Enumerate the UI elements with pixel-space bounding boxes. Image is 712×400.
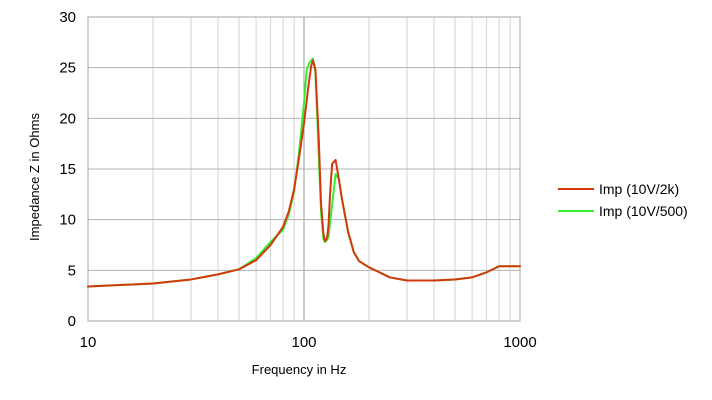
x-tick-label: 10 (80, 334, 97, 351)
x-tick-label: 1000 (503, 334, 536, 351)
y-tick-label: 30 (59, 9, 76, 26)
legend-label-1: Imp (10V/2k) (599, 181, 679, 197)
series-line-1 (87, 59, 521, 288)
grid (88, 17, 520, 321)
y-tick-label: 25 (59, 60, 76, 77)
y-axis-label: Impedance Z in Ohms (27, 113, 42, 241)
plot-area-frame (87, 16, 521, 322)
y-axis-ticks: 0 5 10 15 20 25 30 (59, 9, 76, 330)
x-axis-label: Frequency in Hz (252, 362, 347, 377)
x-axis-ticks: 10 100 1000 (80, 334, 537, 351)
y-tick-label: 10 (59, 212, 76, 229)
y-tick-label: 20 (59, 110, 76, 127)
y-tick-label: 0 (68, 313, 76, 330)
series-layer (87, 57, 521, 288)
legend: Imp (10V/2k) Imp (10V/500) (558, 181, 688, 219)
x-tick-label: 100 (291, 334, 316, 351)
legend-label-2: Imp (10V/500) (599, 203, 688, 219)
y-tick-label: 5 (68, 262, 76, 279)
y-tick-label: 15 (59, 161, 76, 178)
